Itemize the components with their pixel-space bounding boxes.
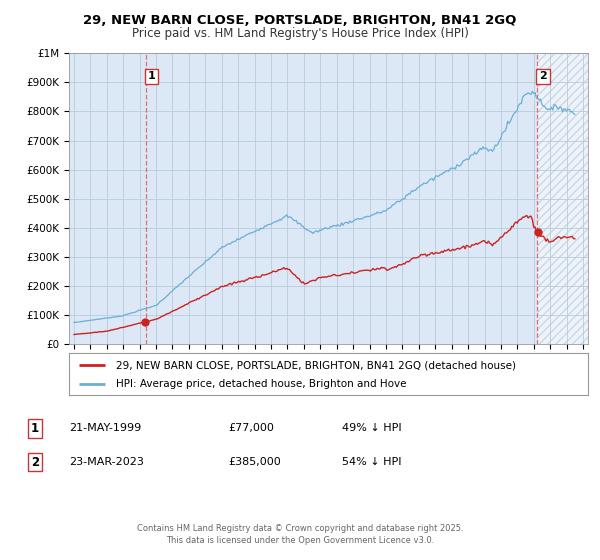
Text: 29, NEW BARN CLOSE, PORTSLADE, BRIGHTON, BN41 2GQ (detached house): 29, NEW BARN CLOSE, PORTSLADE, BRIGHTON,… [116, 361, 516, 370]
Text: HPI: Average price, detached house, Brighton and Hove: HPI: Average price, detached house, Brig… [116, 379, 406, 389]
Text: 54% ↓ HPI: 54% ↓ HPI [342, 457, 401, 467]
Text: 1: 1 [148, 72, 155, 82]
Bar [538, 53, 600, 344]
Text: 29, NEW BARN CLOSE, PORTSLADE, BRIGHTON, BN41 2GQ: 29, NEW BARN CLOSE, PORTSLADE, BRIGHTON,… [83, 14, 517, 27]
Text: £77,000: £77,000 [228, 423, 274, 433]
Text: 2: 2 [31, 455, 39, 469]
Text: 21-MAY-1999: 21-MAY-1999 [69, 423, 141, 433]
Text: Contains HM Land Registry data © Crown copyright and database right 2025.
This d: Contains HM Land Registry data © Crown c… [137, 524, 463, 545]
Text: Price paid vs. HM Land Registry's House Price Index (HPI): Price paid vs. HM Land Registry's House … [131, 27, 469, 40]
Text: 2: 2 [539, 72, 547, 82]
Bar [538, 53, 600, 344]
Text: 49% ↓ HPI: 49% ↓ HPI [342, 423, 401, 433]
Text: 1: 1 [31, 422, 39, 435]
Text: 23-MAR-2023: 23-MAR-2023 [69, 457, 144, 467]
Text: £385,000: £385,000 [228, 457, 281, 467]
